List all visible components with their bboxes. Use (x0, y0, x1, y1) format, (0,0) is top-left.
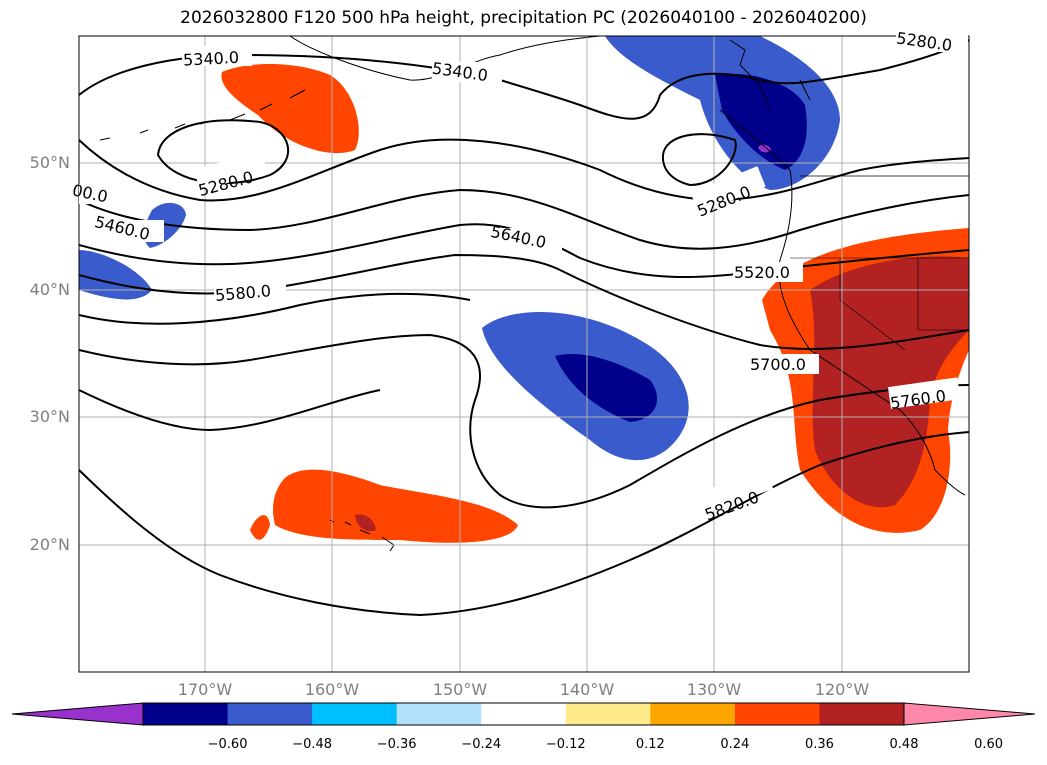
colorbar-segment (565, 703, 651, 725)
lat-tick-label: 40°N (29, 280, 70, 299)
precip-bc-peak (758, 144, 771, 153)
map-frame (78, 35, 970, 673)
colorbar-tick-label: 0.48 (889, 737, 919, 752)
colorbar-tick-label: −0.36 (376, 737, 417, 752)
lon-tick-label: 140°W (559, 680, 615, 699)
colorbar-tick-label: −0.12 (545, 737, 586, 752)
colorbar-extend-high (903, 702, 1036, 726)
precip-hawaii (272, 469, 518, 543)
lon-tick-label: 160°W (304, 680, 360, 699)
precip-central-core (555, 353, 658, 422)
colorbar-tick-label: −0.48 (292, 737, 333, 752)
lat-tick-label: 50°N (29, 153, 70, 172)
coastline-extra-bc (729, 39, 811, 111)
lat-tick-label: 20°N (29, 535, 70, 554)
contour-label: 5580.0 (214, 281, 271, 305)
colorbar-tick-label: 0.24 (720, 737, 750, 752)
colorbar-segment (481, 703, 567, 725)
colorbar-segment (227, 703, 313, 725)
lon-tick-label: 130°W (686, 680, 742, 699)
colorbar-segment (143, 703, 229, 725)
precip-bc-core (715, 73, 807, 170)
lon-tick-label: 150°W (432, 680, 488, 699)
precip-california-core (810, 256, 969, 508)
colorbar-tick-label: 0.36 (804, 737, 834, 752)
precip-hawaii-west (250, 515, 270, 540)
colorbar-tick-label: −0.60 (207, 737, 248, 752)
precip-aleutian (221, 64, 359, 154)
colorbar-segment (396, 703, 482, 725)
colorbar-extend-low (11, 702, 144, 726)
coastline-north-america (719, 109, 966, 496)
contour-label: 5340.0 (183, 48, 240, 70)
chart-title: 2026032800 F120 500 hPa height, precipit… (180, 8, 867, 28)
colorbar-segments (11, 702, 1036, 726)
contour-label: 5520.0 (734, 263, 790, 282)
lon-tick-label: 170°W (177, 680, 233, 699)
colorbar-tick-label: 0.60 (974, 737, 1004, 752)
contour-label: 5700.0 (750, 355, 806, 374)
colorbar-tick-label: 0.12 (635, 737, 665, 752)
colorbar-segment (312, 703, 398, 725)
lat-tick-label: 30°N (29, 407, 70, 426)
colorbar-tick-label: −0.24 (461, 737, 502, 752)
colorbar-segment (650, 703, 736, 725)
colorbar-segment (819, 703, 905, 725)
precip-hawaii-core (355, 514, 376, 532)
lon-tick-label: 120°W (814, 680, 870, 699)
colorbar-segment (734, 703, 820, 725)
